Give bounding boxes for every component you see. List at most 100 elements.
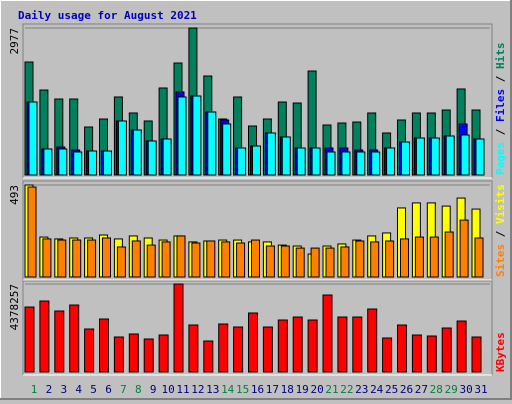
x-tick-label: 14 (221, 383, 235, 396)
bar (28, 101, 38, 176)
bar (385, 240, 395, 278)
legend: KBytes (494, 332, 507, 372)
bar (445, 135, 455, 176)
bar (311, 147, 321, 176)
x-tick-label: 19 (296, 383, 309, 396)
bar (233, 326, 244, 373)
legend-separator: / (494, 224, 507, 244)
bar (69, 304, 80, 373)
bar (102, 237, 111, 278)
bar (72, 239, 82, 278)
bar (386, 147, 396, 176)
bar (191, 242, 201, 278)
bar (87, 239, 97, 278)
bar (39, 300, 50, 373)
bar (474, 237, 484, 278)
bar (341, 151, 351, 176)
bar (99, 318, 109, 373)
bar (367, 308, 378, 373)
bar (131, 240, 141, 278)
bar (176, 235, 186, 278)
x-tick-label: 29 (445, 383, 458, 396)
bar (203, 340, 214, 373)
bar (143, 338, 154, 373)
x-tick-label: 8 (135, 383, 142, 396)
bar (444, 231, 454, 278)
bar (296, 147, 306, 176)
legend-entry: Files (494, 89, 507, 122)
bar (441, 327, 452, 373)
x-tick-label: 7 (120, 383, 127, 396)
bar (429, 236, 439, 278)
x-tick-label: 31 (474, 383, 487, 396)
bar (117, 120, 127, 176)
bar (192, 95, 202, 176)
bar (128, 333, 139, 373)
x-tick-label: 16 (251, 383, 264, 396)
chart-title: Daily usage for August 2021 (18, 9, 197, 22)
bar (222, 123, 232, 176)
x-tick-label: 26 (400, 383, 413, 396)
bar (459, 219, 469, 278)
bar (355, 240, 365, 278)
bar (382, 337, 393, 373)
bar (352, 316, 363, 373)
legend: Pages / Files / Hits (494, 43, 507, 176)
bar (322, 294, 333, 373)
bar (132, 129, 142, 176)
legend-separator: / (494, 69, 507, 89)
bar (325, 247, 335, 278)
x-tick-label: 1 (31, 383, 38, 396)
x-tick-label: 10 (161, 383, 174, 396)
x-tick-label: 18 (281, 383, 294, 396)
bar (475, 138, 485, 176)
bar (116, 246, 126, 278)
x-tick-label: 15 (236, 383, 249, 396)
legend-entry: Visits (494, 184, 507, 224)
bar (84, 328, 95, 373)
bar (173, 283, 184, 373)
legend-entry: KBytes (494, 332, 507, 372)
x-tick-label: 25 (385, 383, 398, 396)
bar (371, 151, 381, 176)
bar (73, 151, 83, 176)
bar (24, 306, 35, 373)
bar (326, 151, 336, 176)
bar (177, 96, 187, 176)
x-tick-label: 6 (105, 383, 112, 396)
bar (307, 319, 318, 373)
x-tick-label: 2 (46, 383, 53, 396)
x-tick-label: 27 (415, 383, 428, 396)
x-tick-label: 12 (191, 383, 204, 396)
bar (356, 151, 366, 176)
bar (266, 132, 276, 176)
bar (248, 312, 258, 373)
y-tick-label: 2977 (8, 28, 21, 55)
bar (340, 246, 350, 278)
bar (401, 141, 410, 176)
bar (310, 247, 320, 278)
bar (456, 320, 467, 373)
bar (415, 137, 425, 176)
bar (42, 238, 52, 278)
bar (103, 150, 112, 176)
bar (146, 244, 156, 278)
legend-separator: / (494, 122, 507, 142)
bar (280, 245, 290, 278)
bar (162, 138, 172, 176)
x-tick-label: 20 (310, 383, 323, 396)
bar (206, 240, 216, 278)
bar (218, 323, 229, 373)
bar (337, 316, 348, 373)
bar (27, 186, 37, 278)
bar (147, 140, 157, 176)
bar (188, 324, 199, 373)
bar (58, 148, 68, 176)
bar (221, 241, 231, 278)
bar (251, 239, 260, 278)
bar (295, 247, 305, 278)
legend-entry: Sites (494, 244, 507, 277)
bar (265, 245, 275, 278)
